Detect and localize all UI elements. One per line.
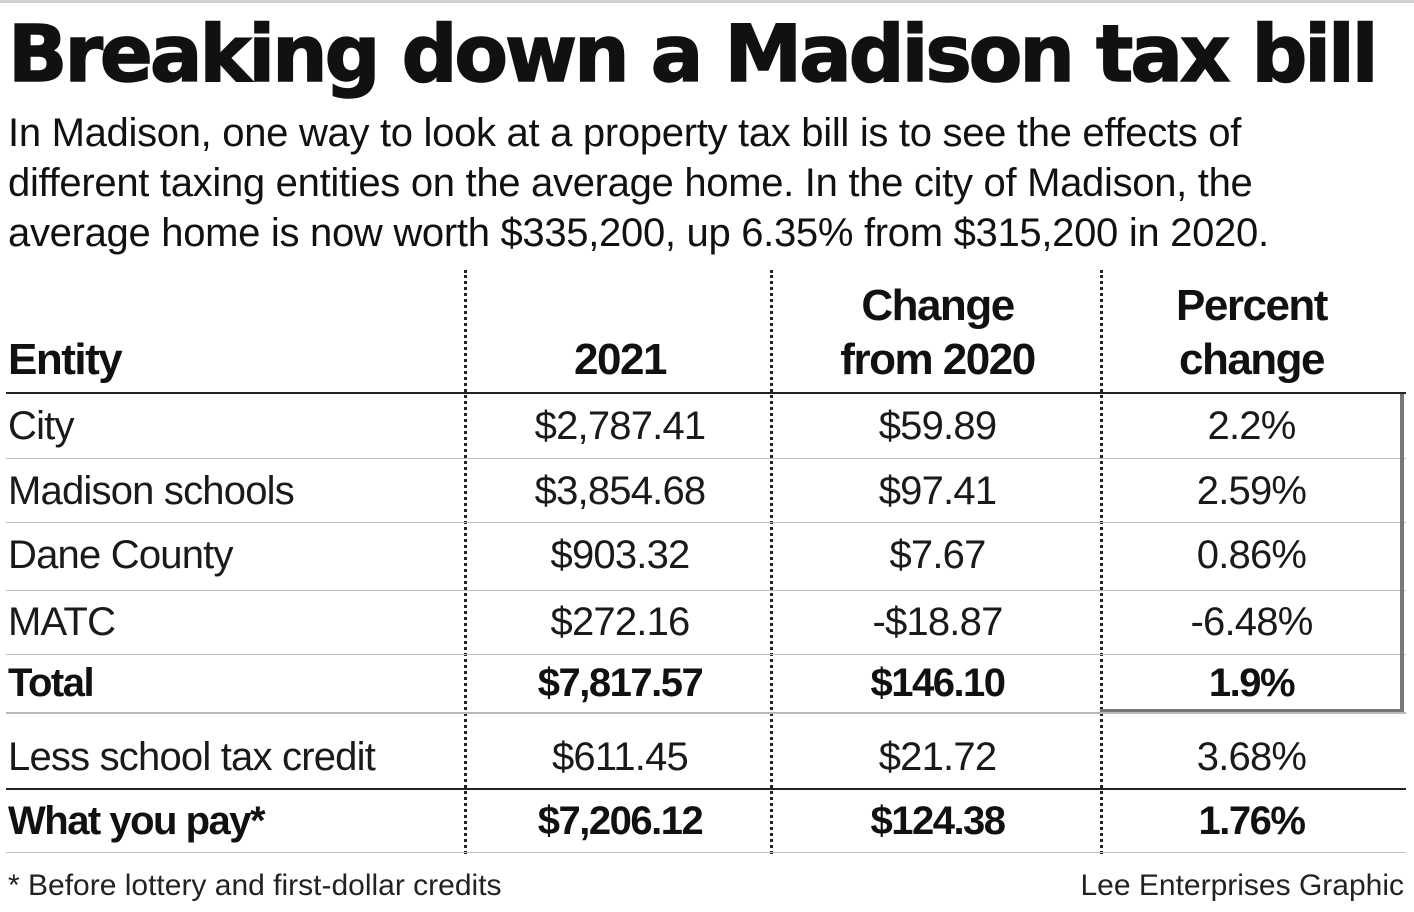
value-2021-cell: $3,854.68 xyxy=(534,469,707,513)
row-divider xyxy=(6,522,1406,523)
tax-bill-table: Entity 2021 Change from 2020 Percent cha… xyxy=(0,270,1414,856)
change-cell: $21.72 xyxy=(878,735,997,779)
change-cell: $97.41 xyxy=(878,469,997,513)
row-divider xyxy=(6,458,1406,459)
percent-cell: 1.9% xyxy=(1208,661,1296,705)
intro-line-3: average home is now worth $335,200, up 6… xyxy=(8,211,1269,255)
entity-cell: Dane County xyxy=(8,533,233,577)
change-cell: $146.10 xyxy=(870,661,1006,705)
header-2021: 2021 xyxy=(574,335,667,384)
percent-cell: 3.68% xyxy=(1196,735,1307,779)
table-row: Madison schools $3,854.68 $97.41 2.59% xyxy=(0,459,1414,523)
entity-cell: What you pay* xyxy=(8,799,266,843)
footnote: * Before lottery and first-dollar credit… xyxy=(8,869,502,902)
entity-cell: City xyxy=(8,404,74,448)
table-row: MATC $272.16 -$18.87 -6.48% xyxy=(0,590,1414,654)
entity-cell: Less school tax credit xyxy=(8,735,376,779)
header-pct-line2: change xyxy=(1178,335,1326,384)
column-separator xyxy=(770,270,773,854)
percent-cell: 1.76% xyxy=(1198,799,1306,843)
page-title: Breaking down a Madison tax bill xyxy=(7,9,1379,101)
entity-cell: MATC xyxy=(8,600,116,644)
what-you-pay-row: What you pay* $7,206.12 $124.38 1.76% xyxy=(0,789,1414,853)
intro-text: In Madison, one way to look at a propert… xyxy=(8,108,1408,258)
header-rule xyxy=(6,392,1406,394)
header-entity: Entity xyxy=(8,335,123,384)
change-cell: $124.38 xyxy=(870,799,1006,843)
total-rule xyxy=(6,712,1406,714)
intro-line-1: In Madison, one way to look at a propert… xyxy=(8,111,1242,155)
row-divider xyxy=(6,590,1406,591)
row-divider xyxy=(6,654,1406,655)
value-2021-cell: $7,817.57 xyxy=(537,661,704,705)
graphic-credit: Lee Enterprises Graphic xyxy=(1080,869,1405,902)
value-2021-cell: $903.32 xyxy=(550,533,691,577)
table-row: Less school tax credit $611.45 $21.72 3.… xyxy=(0,725,1414,789)
value-2021-cell: $7,206.12 xyxy=(537,799,704,843)
entity-cell: Total xyxy=(8,661,95,705)
percent-cell: 0.86% xyxy=(1196,533,1307,577)
pay-rule xyxy=(6,788,1406,790)
column-separator xyxy=(1100,270,1103,854)
value-2021-cell: $2,787.41 xyxy=(534,404,707,448)
column-separator xyxy=(464,270,467,854)
table-row: Dane County $903.32 $7.67 0.86% xyxy=(0,523,1414,587)
header-change-line2: from 2020 xyxy=(840,335,1036,384)
change-cell: $59.89 xyxy=(878,404,997,448)
header-pct-line1: Percent xyxy=(1176,281,1328,330)
header-change-line1: Change xyxy=(861,281,1015,330)
total-row: Total $7,817.57 $146.10 1.9% xyxy=(0,651,1414,715)
percent-cell: 2.59% xyxy=(1196,469,1307,513)
bottom-rule xyxy=(6,852,1406,853)
top-rule xyxy=(0,0,1414,3)
table-row: City $2,787.41 $59.89 2.2% xyxy=(0,394,1414,458)
intro-line-2: different taxing entities on the average… xyxy=(8,161,1253,205)
change-cell: $7.67 xyxy=(889,533,986,577)
change-cell: -$18.87 xyxy=(872,600,1003,644)
value-2021-cell: $272.16 xyxy=(550,600,691,644)
value-2021-cell: $611.45 xyxy=(551,735,689,779)
percent-cell: 2.2% xyxy=(1207,404,1297,448)
entity-cell: Madison schools xyxy=(8,469,295,513)
percent-cell: -6.48% xyxy=(1190,600,1314,644)
